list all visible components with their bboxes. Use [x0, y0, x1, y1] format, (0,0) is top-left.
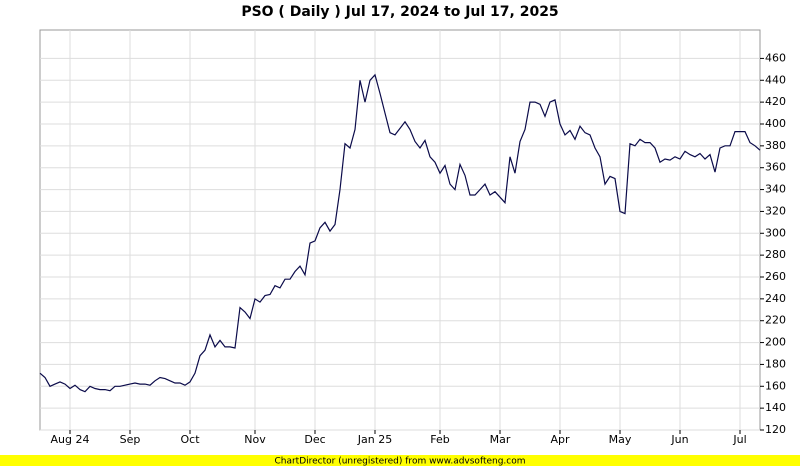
y-tick-label: 220 [765, 314, 786, 327]
x-tick-label: Apr [550, 433, 570, 446]
y-tick-label: 140 [765, 401, 786, 414]
y-tick-label: 380 [765, 139, 786, 152]
y-tick-label: 200 [765, 336, 786, 349]
y-tick-label: 240 [765, 292, 786, 305]
x-tick-label: Mar [490, 433, 511, 446]
footer-bar [0, 455, 800, 466]
plot-area [39, 29, 761, 431]
y-tick-label: 120 [765, 423, 786, 436]
y-tick-label: 280 [765, 248, 786, 261]
y-tick-label: 180 [765, 357, 786, 370]
x-tick-label: Jun [670, 433, 688, 446]
y-tick-label: 260 [765, 270, 786, 283]
y-tick-label: 160 [765, 379, 786, 392]
y-tick-label: 460 [765, 51, 786, 64]
y-tick-label: 320 [765, 204, 786, 217]
footer: ChartDirector (unregistered) from www.ad… [274, 457, 525, 467]
x-tick-label: May [609, 433, 632, 446]
x-tick-label: Nov [244, 433, 266, 446]
x-tick-label: Feb [430, 433, 449, 446]
x-tick-label: Oct [180, 433, 200, 446]
y-tick-label: 300 [765, 226, 786, 239]
y-tick-label: 400 [765, 117, 786, 130]
y-tick-label: 360 [765, 161, 786, 174]
x-tick-label: Jan 25 [357, 433, 392, 446]
y-tick-label: 340 [765, 183, 786, 196]
y-tick-label: 420 [765, 95, 786, 108]
x-tick-label: Sep [120, 433, 141, 446]
x-tick-label: Aug 24 [51, 433, 90, 446]
chart-title: PSO ( Daily ) Jul 17, 2024 to Jul 17, 20… [241, 4, 558, 20]
x-tick-label: Dec [304, 433, 325, 446]
price-line [39, 73, 761, 393]
y-tick-label: 440 [765, 73, 786, 86]
x-tick-label: Jul [732, 433, 746, 446]
